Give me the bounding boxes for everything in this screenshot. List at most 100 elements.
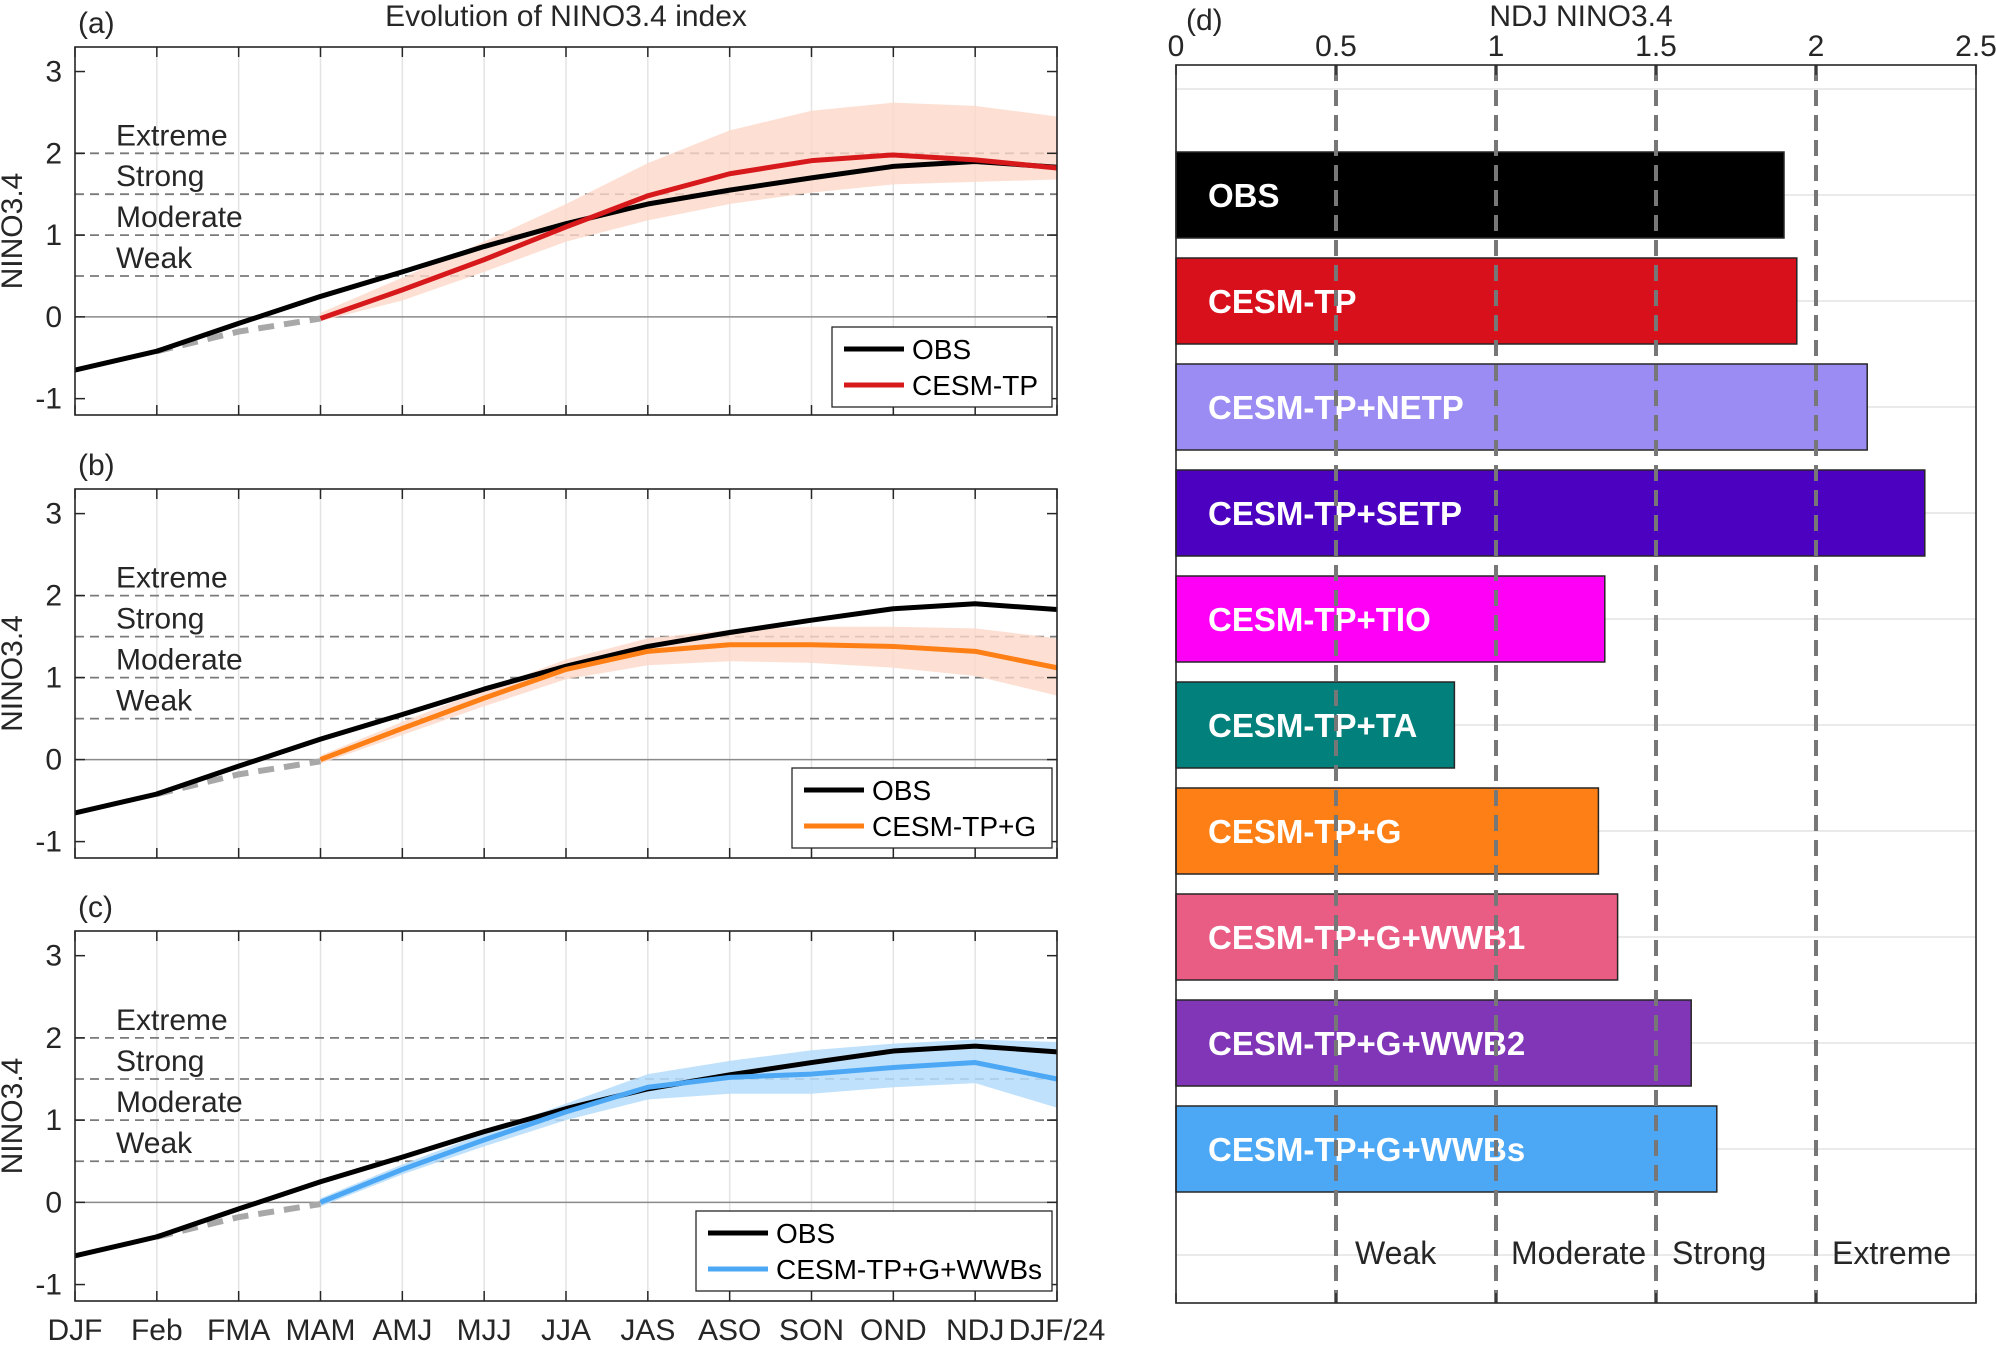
- x-tick-label: 2.5: [1955, 30, 1996, 63]
- x-tick-label: SON: [779, 1314, 844, 1347]
- threshold-label: Extreme: [116, 562, 228, 595]
- x-tick-label: DJF/24: [1009, 1314, 1106, 1347]
- spinup-dashed-line: [156, 315, 321, 355]
- threshold-label: Extreme: [116, 119, 228, 152]
- legend: OBS CESM-TP: [831, 326, 1053, 408]
- x-tick-label: 2: [1808, 30, 1825, 63]
- y-tick-label: 1: [45, 662, 62, 695]
- model-line: [319, 152, 1058, 321]
- x-tick-label: NDJ: [946, 1314, 1004, 1347]
- y-tick-label: -1: [35, 383, 62, 416]
- y-tick-label: 2: [45, 1022, 62, 1055]
- model-line: [319, 1060, 1058, 1205]
- x-tick-label: 0.5: [1315, 30, 1357, 63]
- bar-label: CESM-TP+G: [1208, 813, 1401, 850]
- line-chart-panel-1: Extreme Strong Moderate Weak -1 0 1 2 3 NINO3.4 (a…: [0, 7, 1058, 416]
- bar: [1175, 893, 1619, 981]
- x-tick-label: MJJ: [457, 1314, 512, 1347]
- legend-model-label: CESM-TP: [912, 370, 1038, 401]
- spread-band: [320, 1039, 1057, 1207]
- y-axis-label: NINO3.4: [0, 615, 29, 732]
- y-tick-label: 1: [45, 219, 62, 252]
- x-tick-label: OND: [860, 1314, 927, 1347]
- bar: [1175, 999, 1692, 1087]
- legend: OBS CESM-TP+G+WWBs: [695, 1210, 1053, 1292]
- y-tick-label: -1: [35, 826, 62, 859]
- bar: [1175, 363, 1868, 451]
- obs-line: [74, 158, 1058, 373]
- threshold-label: Weak: [1355, 1235, 1437, 1271]
- x-tick-label: FMA: [207, 1314, 270, 1347]
- threshold-label: Weak: [116, 1127, 193, 1160]
- panel-label: (b): [78, 449, 115, 482]
- bar: [1175, 787, 1600, 875]
- x-tick-label: MAM: [286, 1314, 356, 1347]
- y-tick-label: 3: [45, 498, 62, 531]
- y-axis-label: NINO3.4: [0, 173, 29, 290]
- panel-label: (a): [78, 7, 115, 40]
- bar-label: CESM-TP+TIO: [1208, 601, 1431, 638]
- legend-box: [695, 1210, 1053, 1292]
- legend-box: [791, 767, 1053, 849]
- figure-title: Evolution of NINO3.4 index: [385, 0, 747, 33]
- y-tick-label: 0: [45, 1186, 62, 1219]
- x-tick-label: Feb: [131, 1314, 183, 1347]
- bar: [1175, 681, 1456, 769]
- bar-label: OBS: [1208, 177, 1280, 214]
- y-tick-label: 3: [45, 56, 62, 89]
- spinup-dashed-line: [156, 758, 321, 797]
- legend-obs-label: OBS: [872, 775, 931, 806]
- legend-obs-label: OBS: [912, 334, 971, 365]
- legend-model-label: CESM-TP+G+WWBs: [776, 1254, 1042, 1285]
- y-tick-label: 3: [45, 940, 62, 973]
- threshold-label: Weak: [116, 242, 193, 275]
- x-tick-label: 0: [1168, 30, 1185, 63]
- spinup-dashed-line: [156, 1201, 321, 1240]
- y-tick-label: 2: [45, 580, 62, 613]
- threshold-label: Strong: [116, 603, 204, 636]
- legend-box: [831, 326, 1053, 408]
- bar: [1175, 257, 1798, 345]
- x-tick-label: 1.5: [1635, 30, 1677, 63]
- x-tick-label: 1: [1488, 30, 1505, 63]
- threshold-label: Moderate: [116, 201, 243, 234]
- y-tick-label: -1: [35, 1269, 62, 1302]
- line-chart-panel-2: Extreme Strong Moderate Weak -1 0 1 2 3 NINO3.4 (b…: [0, 449, 1058, 859]
- y-tick-label: 0: [45, 301, 62, 334]
- model-line: [319, 642, 1058, 762]
- x-tick-label: ASO: [698, 1314, 761, 1347]
- bar-label: CESM-TP+TA: [1208, 707, 1417, 744]
- panel-label: (d): [1186, 4, 1223, 37]
- obs-line: [74, 601, 1058, 816]
- threshold-label: Extreme: [1832, 1235, 1951, 1271]
- threshold-label: Strong: [116, 1045, 204, 1078]
- threshold-label: Extreme: [116, 1004, 228, 1037]
- bar: [1175, 1105, 1718, 1193]
- bar: [1175, 575, 1606, 663]
- legend-model-label: CESM-TP+G: [872, 811, 1036, 842]
- threshold-label: Moderate: [116, 1086, 243, 1119]
- line-chart-panel-3: Extreme Strong Moderate Weak -1 0 1 2 3 NINO3.4 (c…: [0, 891, 1058, 1302]
- bar-label: CESM-TP+G+WWBs: [1208, 1131, 1525, 1168]
- threshold-label: Strong: [1672, 1235, 1766, 1271]
- legend-obs-label: OBS: [776, 1218, 835, 1249]
- panel-label: (c): [78, 891, 113, 924]
- threshold-label: Moderate: [1511, 1235, 1646, 1271]
- legend: OBS CESM-TP+G: [791, 767, 1053, 849]
- bar-label: CESM-TP+G+WWB2: [1208, 1025, 1525, 1062]
- axes-box: [1175, 64, 1977, 1304]
- x-tick-label: JJA: [541, 1314, 591, 1347]
- bar-label: CESM-TP: [1208, 283, 1357, 320]
- y-tick-label: 2: [45, 137, 62, 170]
- x-tick-label: JAS: [620, 1314, 675, 1347]
- y-axis-label: NINO3.4: [0, 1058, 29, 1175]
- spread-band: [320, 626, 1057, 764]
- y-tick-label: 1: [45, 1104, 62, 1137]
- threshold-label: Moderate: [116, 644, 243, 677]
- bar-chart-panel: OBSCESM-TPCESM-TP+NETPCESM-TP+SETPCESM-T…: [1168, 0, 1996, 1304]
- x-tick-label: DJF: [48, 1314, 103, 1347]
- y-tick-label: 0: [45, 744, 62, 777]
- threshold-label: Weak: [116, 685, 193, 718]
- bar-label: CESM-TP+G+WWB1: [1208, 919, 1525, 956]
